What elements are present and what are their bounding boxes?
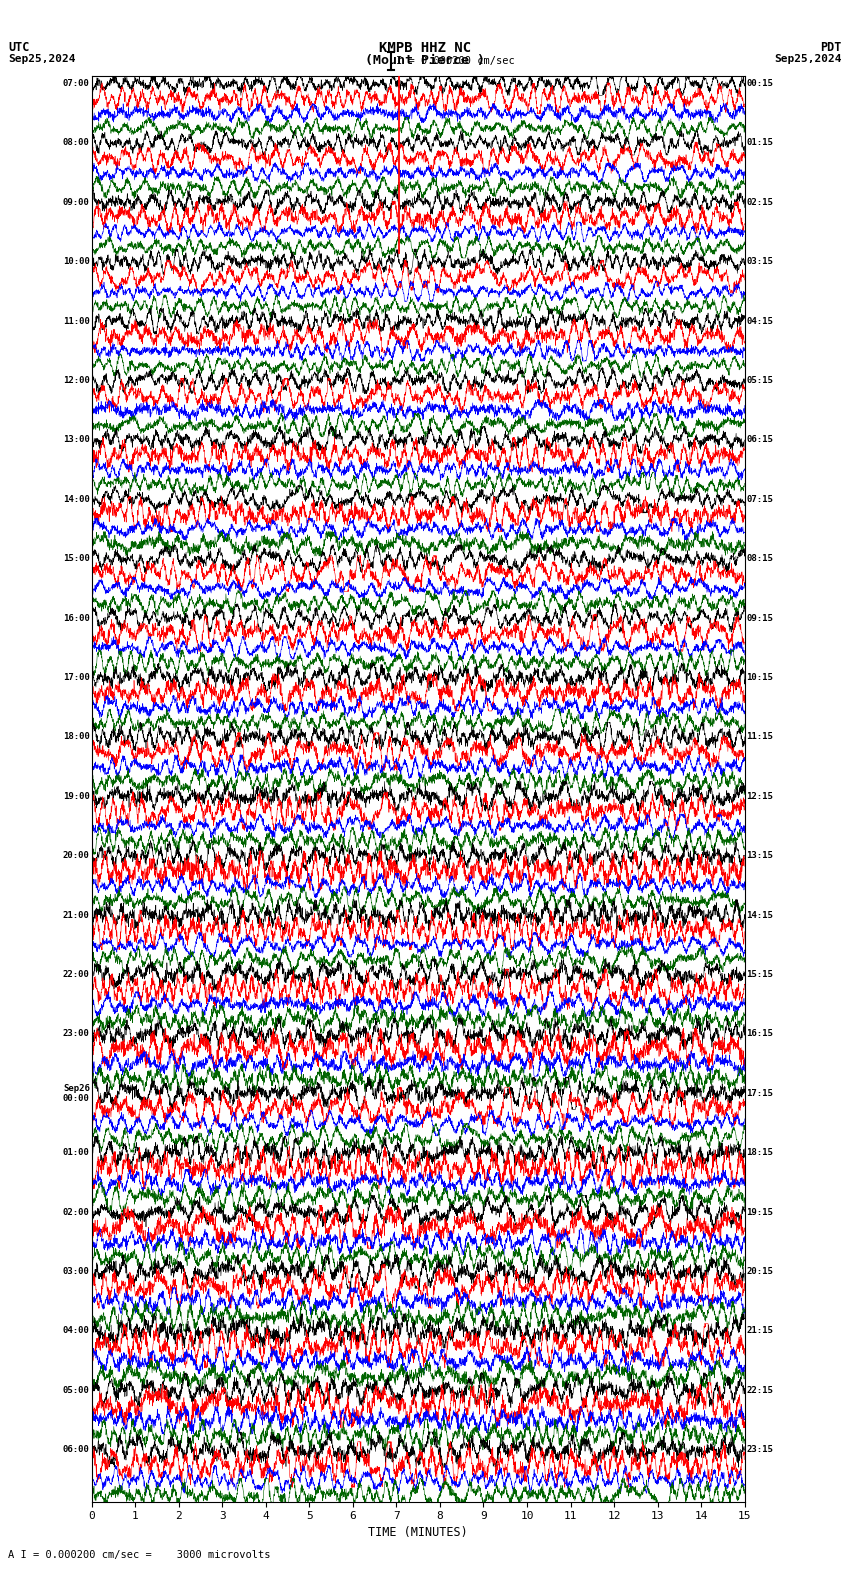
Text: 05:15: 05:15 bbox=[746, 375, 774, 385]
Text: 04:15: 04:15 bbox=[746, 317, 774, 326]
Text: Sep26
00:00: Sep26 00:00 bbox=[63, 1083, 90, 1102]
Text: 03:00: 03:00 bbox=[63, 1267, 90, 1277]
Text: 17:00: 17:00 bbox=[63, 673, 90, 683]
Text: Sep25,2024: Sep25,2024 bbox=[774, 54, 842, 63]
Text: 21:15: 21:15 bbox=[746, 1326, 774, 1335]
Text: 02:15: 02:15 bbox=[746, 198, 774, 208]
Text: 01:00: 01:00 bbox=[63, 1148, 90, 1158]
Text: 15:15: 15:15 bbox=[746, 969, 774, 979]
Text: 06:00: 06:00 bbox=[63, 1445, 90, 1454]
Text: 00:15: 00:15 bbox=[746, 79, 774, 89]
Text: 07:15: 07:15 bbox=[746, 494, 774, 504]
Text: 17:15: 17:15 bbox=[746, 1088, 774, 1098]
Text: 21:00: 21:00 bbox=[63, 911, 90, 920]
Text: 02:00: 02:00 bbox=[63, 1207, 90, 1217]
Text: 08:00: 08:00 bbox=[63, 138, 90, 147]
Text: 23:15: 23:15 bbox=[746, 1445, 774, 1454]
Text: 07:00: 07:00 bbox=[63, 79, 90, 89]
Text: A I = 0.000200 cm/sec =    3000 microvolts: A I = 0.000200 cm/sec = 3000 microvolts bbox=[8, 1551, 271, 1560]
X-axis label: TIME (MINUTES): TIME (MINUTES) bbox=[368, 1525, 468, 1538]
Text: 19:15: 19:15 bbox=[746, 1207, 774, 1217]
Text: 16:15: 16:15 bbox=[746, 1030, 774, 1039]
Text: 09:15: 09:15 bbox=[746, 613, 774, 623]
Text: PDT: PDT bbox=[820, 41, 842, 54]
Text: 23:00: 23:00 bbox=[63, 1030, 90, 1039]
Text: 08:15: 08:15 bbox=[746, 554, 774, 564]
Text: 01:15: 01:15 bbox=[746, 138, 774, 147]
Text: 18:15: 18:15 bbox=[746, 1148, 774, 1158]
Text: 04:00: 04:00 bbox=[63, 1326, 90, 1335]
Text: UTC: UTC bbox=[8, 41, 30, 54]
Text: 12:15: 12:15 bbox=[746, 792, 774, 802]
Text: 09:00: 09:00 bbox=[63, 198, 90, 208]
Text: 05:00: 05:00 bbox=[63, 1386, 90, 1396]
Text: 03:15: 03:15 bbox=[746, 257, 774, 266]
Text: Sep25,2024: Sep25,2024 bbox=[8, 54, 76, 63]
Text: 11:15: 11:15 bbox=[746, 732, 774, 741]
Text: 06:15: 06:15 bbox=[746, 436, 774, 445]
Text: 14:15: 14:15 bbox=[746, 911, 774, 920]
Text: 11:00: 11:00 bbox=[63, 317, 90, 326]
Text: 14:00: 14:00 bbox=[63, 494, 90, 504]
Text: 18:00: 18:00 bbox=[63, 732, 90, 741]
Text: 10:00: 10:00 bbox=[63, 257, 90, 266]
Text: 20:15: 20:15 bbox=[746, 1267, 774, 1277]
Text: 19:00: 19:00 bbox=[63, 792, 90, 802]
Text: 13:15: 13:15 bbox=[746, 851, 774, 860]
Text: 16:00: 16:00 bbox=[63, 613, 90, 623]
Text: 10:15: 10:15 bbox=[746, 673, 774, 683]
Text: 20:00: 20:00 bbox=[63, 851, 90, 860]
Text: 13:00: 13:00 bbox=[63, 436, 90, 445]
Text: 22:00: 22:00 bbox=[63, 969, 90, 979]
Text: KMPB HHZ NC: KMPB HHZ NC bbox=[379, 41, 471, 55]
Text: 15:00: 15:00 bbox=[63, 554, 90, 564]
Text: 22:15: 22:15 bbox=[746, 1386, 774, 1396]
Text: I = 0.000200 cm/sec: I = 0.000200 cm/sec bbox=[396, 55, 515, 67]
Text: (Mount Pierce ): (Mount Pierce ) bbox=[365, 54, 485, 67]
Text: 12:00: 12:00 bbox=[63, 375, 90, 385]
